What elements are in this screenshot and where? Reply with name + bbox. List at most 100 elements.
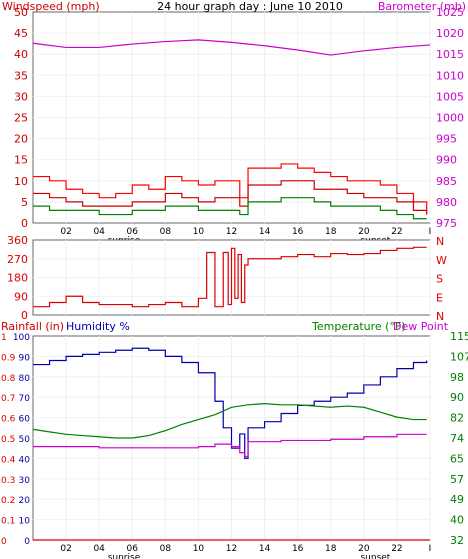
x-tick-label: 22	[391, 544, 402, 554]
temperature-tick: 74	[450, 432, 464, 445]
x-tick-label: 16	[292, 227, 304, 237]
temperature-line	[32, 402, 427, 439]
temperature-axis-label: Temperature (°F)	[311, 320, 406, 333]
rainfall-tick: 0.4	[1, 455, 16, 465]
gust-line	[33, 163, 428, 211]
temperature-tick: 40	[450, 514, 464, 527]
barometer-tick: 1015	[436, 48, 464, 61]
temperature-tick: 32	[450, 534, 464, 547]
temp-series	[32, 347, 430, 541]
humidity-tick: 90	[19, 353, 31, 363]
direction-series	[33, 246, 427, 308]
windspeed-axis-label: Windspeed (mph)	[2, 0, 100, 13]
rainfall-tick: 0.3	[1, 476, 15, 486]
humidity-tick: 100	[13, 333, 30, 343]
temperature-tick: 107	[450, 350, 468, 363]
rainfall-tick: 1	[1, 333, 7, 343]
barometer-tick: 990	[436, 154, 457, 167]
windspeed-tick: 5	[21, 196, 28, 209]
x-tick-label: 06	[127, 227, 139, 237]
humidity-tick: 60	[19, 415, 31, 425]
rainfall-tick: 0.5	[1, 435, 15, 445]
humidity-tick: 10	[19, 517, 31, 527]
wind-baro-series	[32, 39, 431, 220]
compass-letter: E	[436, 291, 443, 304]
rainfall-tick: 0.7	[1, 394, 15, 404]
compass-letter: N	[436, 310, 444, 323]
x-tick-label: 08	[160, 544, 172, 554]
x-tick-label: 12	[226, 544, 237, 554]
humidity-tick: 0	[24, 537, 30, 547]
wind-direction-line	[33, 246, 427, 308]
windspeed-tick: 20	[14, 133, 28, 146]
sunrise-label: sunrise	[108, 553, 141, 559]
barometer-ticks: 975 980 985 990 995 1000 1005 1010 1015 1020 1025	[436, 6, 464, 230]
barometer-axis-label: Barometer (mb)	[378, 0, 466, 13]
temperature-tick: 65	[450, 452, 464, 465]
windspeed-ticks: 0 5 10 15 20 25 30 35 40 45 50	[14, 6, 28, 230]
x-tick-label: 06	[127, 544, 139, 554]
direction-tick: 270	[7, 253, 28, 266]
barometer-tick: 1005	[436, 90, 464, 103]
humidity-tick: 30	[19, 476, 31, 486]
temperature-tick: 82	[450, 412, 464, 425]
barometer-tick: 1020	[436, 27, 464, 40]
windspeed-tick: 35	[14, 69, 28, 82]
barometer-tick: 975	[436, 217, 457, 230]
x-tick-label: 08	[160, 227, 172, 237]
direction-tick: 360	[7, 234, 28, 247]
humidity-tick: 80	[19, 374, 31, 384]
chart-title: 24 hour graph day : June 10 2010	[157, 0, 343, 13]
x-tick-label: I	[429, 227, 432, 237]
x-tick-label: 20	[358, 544, 370, 554]
x-tick-label: 20	[358, 227, 370, 237]
barometer-tick: 1025	[436, 6, 464, 19]
wind-baro-panel: Windspeed (mph) 24 hour graph day : June…	[2, 0, 466, 246]
barometer-tick: 985	[436, 175, 457, 188]
direction-ticks: 360 270 180 90 0	[7, 234, 28, 322]
humidity-tick: 20	[19, 496, 31, 506]
dewpoint-line	[33, 433, 427, 458]
temperature-tick: 115	[450, 330, 468, 343]
wind-line	[33, 180, 428, 215]
x-tick-label: 14	[259, 227, 271, 237]
barometer-tick: 1000	[436, 112, 464, 125]
barometer-tick: 980	[436, 196, 457, 209]
windspeed-tick: 30	[14, 90, 28, 103]
barometer-tick: 995	[436, 133, 457, 146]
temperature-tick: 98	[450, 371, 464, 384]
compass-letter: S	[436, 273, 443, 286]
x-tick-label: 16	[292, 544, 304, 554]
windspeed-tick: 25	[14, 112, 28, 125]
baro-line	[32, 39, 431, 56]
barometer-tick: 1010	[436, 69, 464, 82]
x-tick-label: 04	[93, 544, 105, 554]
x-tick-label: I	[429, 544, 432, 554]
rainfall-tick: 0.9	[1, 353, 16, 363]
x-tick-label: 18	[325, 227, 337, 237]
sunset-label: sunset	[360, 553, 390, 559]
humidity-tick: 50	[19, 435, 31, 445]
temperature-tick: 90	[450, 391, 464, 404]
x-tick-label: 22	[391, 227, 402, 237]
windspeed-tick: 45	[14, 27, 28, 40]
temp-humidity-panel: Rainfall (in) Humidity % Temperature (°F…	[1, 320, 468, 559]
humidity-tick: 40	[19, 455, 31, 465]
rainfall-tick: 0.6	[1, 415, 16, 425]
x-tick-label: 02	[60, 227, 71, 237]
rainfall-tick: 0	[1, 537, 7, 547]
rainfall-tick: 0.2	[1, 496, 15, 506]
x-tick-label: 02	[60, 544, 71, 554]
dewpoint-axis-label: Dew Point	[393, 320, 449, 333]
direction-tick: 180	[7, 272, 28, 285]
humidity-rain-ticks: 00.10.20.30.40.50.60.70.80.9101020304050…	[1, 333, 30, 547]
x-tick-label: 12	[226, 227, 237, 237]
windspeed-tick: 15	[14, 154, 28, 167]
humidity-axis-label: Humidity %	[66, 320, 130, 333]
x-tick-label: 14	[259, 544, 271, 554]
compass-letter: W	[436, 254, 447, 267]
